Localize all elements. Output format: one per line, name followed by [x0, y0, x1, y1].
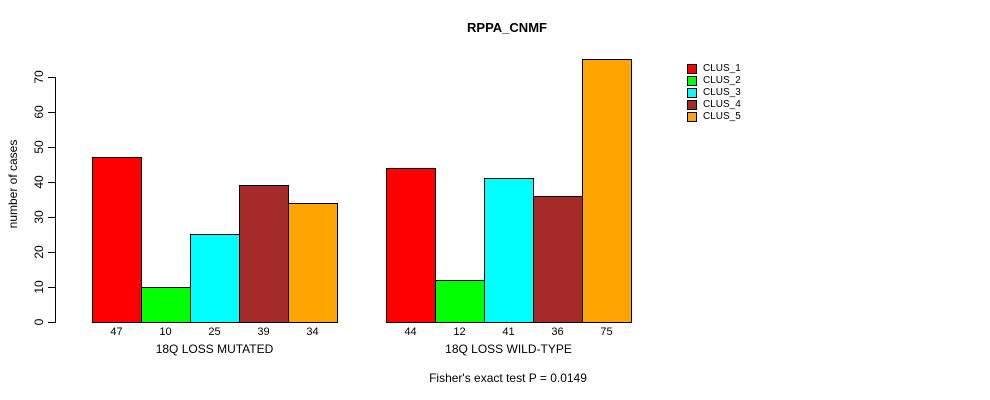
bar-value-label: 10	[159, 326, 172, 338]
legend-swatch-clus_1	[687, 64, 697, 74]
legend-swatch-clus_5	[687, 112, 697, 122]
y-axis-label: number of cases	[6, 139, 20, 229]
bar-clus_3-group1	[190, 234, 240, 323]
x-category-label: 18Q LOSS MUTATED	[155, 342, 274, 356]
y-axis-tick	[48, 217, 56, 218]
bar-value-label: 34	[306, 326, 319, 338]
bar-value-label: 41	[502, 326, 515, 338]
legend-label-clus_1: CLUS_1	[703, 63, 741, 74]
bar-clus_3-group2	[484, 178, 534, 323]
legend-label-clus_3: CLUS_3	[703, 87, 741, 98]
y-axis-tick	[48, 252, 56, 253]
bar-value-label: 47	[110, 326, 123, 338]
y-axis-tick	[48, 77, 56, 78]
legend-label-clus_4: CLUS_4	[703, 99, 741, 110]
bar-clus_1-group1	[92, 157, 142, 323]
legend-label-clus_2: CLUS_2	[703, 75, 741, 86]
y-axis-tick-label: 40	[32, 175, 46, 189]
bar-clus_5-group1	[288, 203, 338, 323]
bar-clus_4-group1	[239, 185, 289, 323]
y-axis-tick-label: 50	[32, 140, 46, 154]
bar-clus_2-group1	[141, 287, 191, 323]
bar-value-label: 39	[257, 326, 270, 338]
bar-value-label: 25	[208, 326, 221, 338]
bar-value-label: 36	[551, 326, 564, 338]
chart-title: RPPA_CNMF	[467, 20, 547, 35]
legend-label-clus_5: CLUS_5	[703, 111, 741, 122]
y-axis-tick	[48, 112, 56, 113]
bar-clus_4-group2	[533, 196, 583, 323]
y-axis-tick-label: 70	[32, 70, 46, 84]
y-axis-line	[55, 77, 56, 323]
y-axis-tick-label: 30	[32, 210, 46, 224]
y-axis-tick-label: 0	[32, 318, 46, 326]
legend-swatch-clus_2	[687, 76, 697, 86]
y-axis-tick	[48, 287, 56, 288]
bar-clus_1-group2	[386, 168, 436, 323]
y-axis-tick-label: 20	[32, 245, 46, 259]
fisher-test-annotation: Fisher's exact test P = 0.0149	[429, 371, 587, 385]
y-axis-tick-label: 10	[32, 280, 46, 294]
legend-swatch-clus_4	[687, 100, 697, 110]
legend-swatch-clus_3	[687, 88, 697, 98]
y-axis-tick	[48, 147, 56, 148]
bar-value-label: 75	[600, 326, 613, 338]
bar-value-label: 44	[404, 326, 417, 338]
x-category-label: 18Q LOSS WILD-TYPE	[445, 342, 572, 356]
y-axis-tick	[48, 322, 56, 323]
y-axis-tick-label: 60	[32, 105, 46, 119]
bar-clus_2-group2	[435, 280, 485, 323]
y-axis-tick	[48, 182, 56, 183]
bar-clus_5-group2	[582, 59, 632, 323]
bar-value-label: 12	[453, 326, 466, 338]
